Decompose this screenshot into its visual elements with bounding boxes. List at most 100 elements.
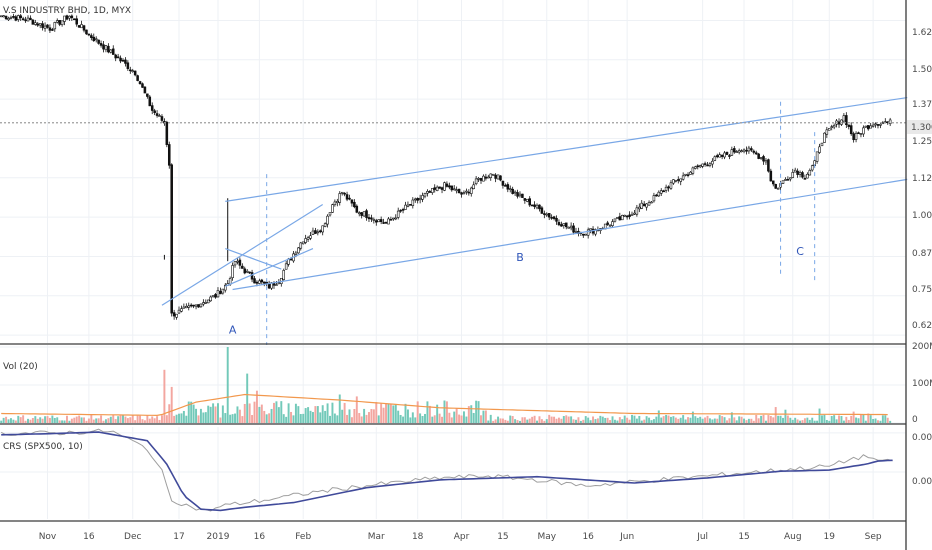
candle-body	[528, 198, 531, 206]
volume-bar	[448, 412, 451, 423]
volume-bar	[830, 416, 833, 423]
volume-bar	[195, 408, 198, 423]
candle-body	[275, 284, 278, 286]
candle-body	[523, 198, 527, 201]
volume-bar	[813, 420, 816, 423]
volume-bar	[553, 416, 556, 423]
candle-body	[316, 231, 320, 234]
volume-bar	[679, 417, 682, 423]
candle-body	[611, 221, 614, 226]
crs-pane-label: CRS (SPX500, 10)	[3, 442, 83, 452]
candle-body	[121, 59, 125, 62]
candle-body	[63, 15, 66, 22]
candle-body	[148, 96, 152, 107]
candle-body	[245, 270, 249, 273]
volume-bar	[265, 414, 268, 423]
candle-body	[793, 169, 797, 173]
volume-bar	[126, 418, 129, 423]
volume-bar	[136, 415, 139, 423]
volume-bar	[338, 394, 341, 423]
candle-body	[620, 215, 624, 221]
candle-body	[357, 212, 361, 215]
volume-bar	[243, 403, 246, 423]
volume-bar	[489, 414, 492, 423]
candle-body	[764, 160, 768, 163]
candle-body	[129, 69, 132, 72]
price-axis[interactable]: 1.625 1.500 1.375 1.250 1.125 1.000 0.87…	[907, 28, 932, 331]
volume-bar	[480, 415, 482, 423]
volume-bar	[450, 417, 453, 423]
volume-bar	[73, 417, 76, 423]
volume-bar	[592, 416, 595, 423]
volume-bar	[83, 417, 85, 423]
volume-bar	[626, 417, 629, 423]
candle-body	[450, 185, 454, 191]
candle-body	[616, 217, 619, 219]
volume-pane[interactable]: Vol (20)	[0, 345, 906, 424]
crs-pane[interactable]: CRS (SPX500, 10)	[0, 425, 906, 520]
candle-body	[879, 123, 882, 126]
volume-bar	[506, 420, 509, 423]
candle-body	[703, 163, 707, 165]
candle-body	[133, 70, 137, 76]
candle-body	[7, 17, 10, 21]
volume-bar	[248, 403, 251, 423]
candle-body	[728, 155, 731, 157]
time-axis-label: 2019	[207, 532, 230, 542]
candle-body	[742, 149, 746, 152]
last-price-badge	[907, 120, 932, 134]
channel-line	[225, 248, 282, 270]
candle-body	[806, 173, 809, 179]
candle-body	[708, 163, 712, 166]
candle-body	[440, 187, 444, 190]
volume-bar	[443, 400, 446, 423]
volume-bar	[438, 413, 441, 423]
volume-bar	[794, 417, 797, 423]
candle-body	[655, 194, 658, 197]
volume-bar	[178, 413, 180, 423]
candle-body	[569, 225, 573, 229]
volume-bar	[528, 418, 531, 423]
volume-bar	[689, 417, 692, 423]
candle-body	[192, 304, 195, 307]
candle-body	[197, 304, 200, 308]
candle-body	[328, 212, 332, 216]
volume-bar	[492, 420, 495, 423]
volume-bar	[63, 420, 66, 423]
volume-bar	[314, 406, 317, 423]
candle-body	[771, 180, 775, 185]
price-tick-0750: 0.750	[912, 285, 932, 295]
candle-body	[849, 125, 853, 135]
volume-bar	[428, 405, 431, 423]
candle-body	[538, 204, 541, 210]
candle-body	[518, 193, 522, 197]
candle-body	[31, 19, 35, 25]
time-axis[interactable]: Nov 16 Dec 17 2019 16 Feb Mar 18 Apr 15 May 16 Jun Jul…	[39, 532, 882, 542]
volume-bar	[567, 416, 570, 423]
candle-body	[82, 25, 86, 31]
volume-bar	[165, 415, 168, 423]
time-axis-label: 16	[254, 532, 266, 542]
candle-body	[340, 191, 344, 194]
candle-body	[689, 171, 692, 175]
volume-bar	[221, 405, 224, 423]
candle-body	[723, 152, 726, 158]
candle-body	[289, 258, 293, 261]
volume-bar	[39, 417, 42, 423]
volume-bar	[462, 411, 465, 423]
candle-body	[774, 184, 777, 189]
candle-body	[12, 16, 15, 18]
volume-bar	[209, 406, 212, 423]
volume-bar	[696, 417, 699, 423]
volume-bar	[638, 415, 641, 423]
volume-bar	[85, 420, 88, 423]
candle-body	[94, 38, 98, 41]
volume-bar	[53, 417, 56, 423]
candle-body	[535, 204, 539, 209]
volume-bar	[645, 416, 648, 423]
price-pane[interactable]: V.S INDUSTRY BHD, 1D, MYX A B C	[0, 0, 908, 347]
candle-body	[452, 188, 456, 191]
candle-body	[87, 33, 91, 36]
candle-body	[530, 204, 534, 207]
